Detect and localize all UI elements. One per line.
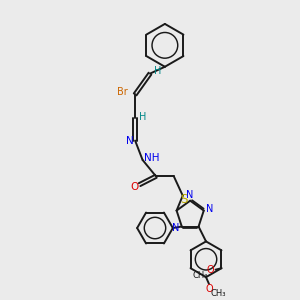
Text: H: H [139, 112, 146, 122]
Text: CH₃: CH₃ [211, 289, 226, 298]
Text: O: O [205, 284, 213, 294]
Text: O: O [130, 182, 138, 192]
Text: H: H [154, 66, 161, 76]
Text: O: O [207, 265, 214, 275]
Text: N: N [206, 204, 213, 214]
Text: Br: Br [117, 87, 128, 97]
Text: CH₃: CH₃ [193, 271, 208, 280]
Text: NH: NH [144, 153, 159, 164]
Text: N: N [172, 223, 179, 233]
Text: N: N [187, 190, 194, 200]
Text: S: S [181, 193, 188, 206]
Text: N: N [126, 136, 134, 146]
